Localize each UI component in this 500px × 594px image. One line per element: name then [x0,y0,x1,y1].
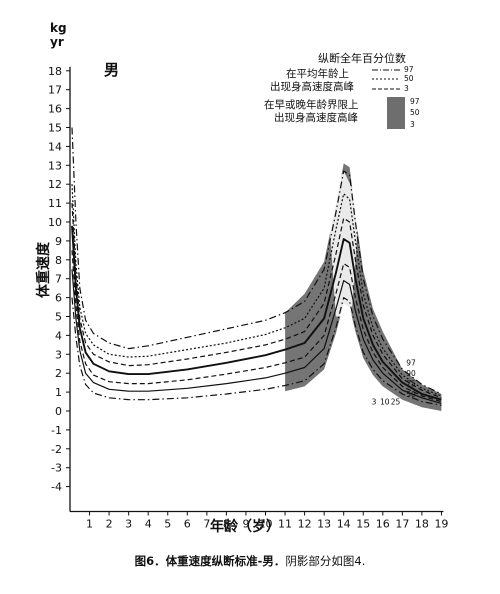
x-tick-label: 2 [106,518,113,531]
x-tick-label: 16 [376,518,390,531]
y-axis-title: 体重速度 [35,241,52,298]
legend-shade-swatch [387,97,405,129]
y-unit-top: kg [50,21,67,35]
series-line-3 [71,297,442,406]
y-tick-label: -4 [51,481,62,494]
y-tick-label: 13 [48,159,62,172]
x-axis-title: 年龄（岁） [210,518,280,535]
legend-group1-line1: 在平均年龄上 [286,67,349,80]
bottom-pct-label: 3 [372,397,377,406]
x-tick-label: 7 [203,518,210,531]
right-pct-label: 75 [406,379,416,388]
x-tick-label: 10 [259,518,273,531]
legend-group2-line2: 出现身高速度高峰 [274,111,358,124]
x-tick-label: 18 [415,518,429,531]
series-line-97 [71,127,442,395]
y-tick-label: 3 [55,348,62,361]
x-tick-label: 3 [125,518,132,531]
y-tick-label: 7 [55,273,62,286]
x-tick-label: 19 [434,518,448,531]
bottom-pct-label: 25 [391,397,401,406]
x-tick-label: 13 [317,518,331,531]
y-tick-label: 10 [48,216,62,229]
y-tick-label: 14 [48,140,62,153]
shaded-region-layer [285,163,442,411]
y-tick-label: 15 [48,122,62,135]
x-tick-label: 6 [184,518,191,531]
y-unit-bottom: yr [50,35,64,49]
x-tick-label: 9 [242,518,249,531]
y-tick-label: 9 [55,235,62,248]
y-tick-label: 4 [55,329,62,342]
x-tick-label: 14 [337,518,351,531]
x-tick-label: 11 [278,518,292,531]
legend-pct-3: 3 [404,84,409,93]
shaded-region [285,163,442,411]
legend-pct-50: 50 [404,74,414,83]
x-tick-label: 12 [298,518,312,531]
series-line-90 [71,184,442,397]
series-line-75 [71,203,442,399]
x-tick-label: 5 [164,518,171,531]
percentile-lines-layer [71,127,442,406]
series-line-25 [71,250,442,403]
caption-rest: 阴影部分如图4. [285,554,366,568]
right-pct-label: 90 [406,369,416,378]
right-pct-label: 50 [406,390,416,399]
y-tick-label: 12 [48,178,62,191]
legend-shade-pct-50: 50 [410,108,420,117]
y-tick-label: 18 [48,65,62,78]
y-tick-label: 1 [55,386,62,399]
x-tick-label: 4 [145,518,152,531]
x-tick-label: 8 [223,518,230,531]
caption-bold: 图6．体重速度纵断标准-男． [134,554,286,568]
sex-label: 男 [104,61,119,79]
legend-shade-pct-3: 3 [410,120,415,129]
y-tick-label: 5 [55,311,62,324]
y-tick-label: 0 [55,405,62,418]
x-tick-label: 17 [395,518,409,531]
legend-title: 纵断全年百分位数 [318,51,406,65]
y-tick-label: 6 [55,292,62,305]
series-line-50 [71,225,442,401]
bottom-pct-label: 10 [380,397,390,406]
y-tick-label: 17 [48,84,62,97]
y-tick-label: -1 [51,424,62,437]
y-tick-label: 8 [55,254,62,267]
y-tick-label: 11 [48,197,62,210]
legend-shade-pct-97: 97 [410,97,420,106]
x-tick-label: 1 [86,518,93,531]
y-tick-label: 2 [55,367,62,380]
figure-caption: 图6．体重速度纵断标准-男．阴影部分如图4. [0,553,500,569]
legend-pct-97: 97 [404,65,414,74]
x-tick-label: 15 [356,518,370,531]
right-pct-label: 97 [406,359,416,368]
series-line-10 [71,269,442,404]
y-tick-label: 16 [48,103,62,116]
y-tick-label: -3 [51,462,62,475]
y-tick-label: -2 [51,443,62,456]
legend-group2-line1: 在早或晚年龄界限上 [264,98,359,111]
legend-group1-line2: 出现身高速度高峰 [270,80,354,93]
